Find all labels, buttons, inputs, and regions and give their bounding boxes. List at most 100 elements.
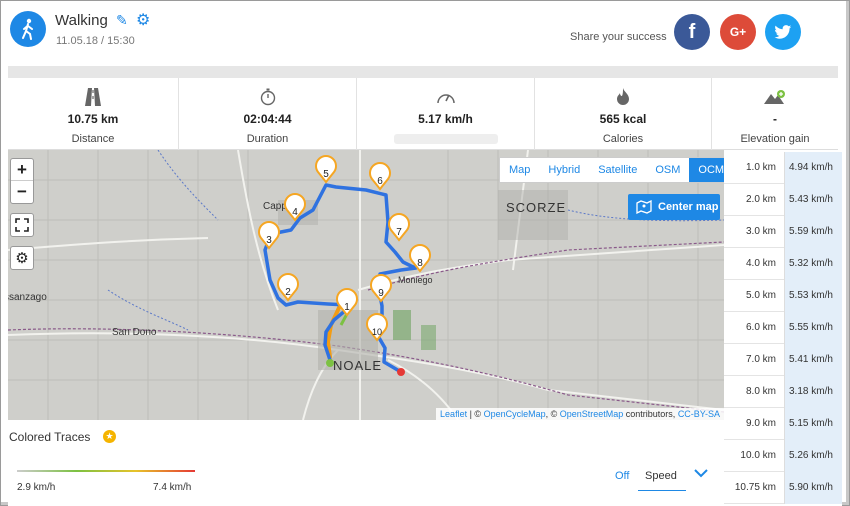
table-row: 8.0 km 3.18 km/h (724, 376, 842, 408)
layer-satellite[interactable]: Satellite (598, 164, 638, 176)
split-distance: 1.0 km (745, 162, 776, 173)
split-speed: 5.59 km/h (784, 216, 842, 248)
split-distance: 2.0 km (745, 194, 776, 205)
stat-elevation: - Elevation gain (712, 78, 838, 150)
split-speed: 5.43 km/h (784, 184, 842, 216)
split-speed: 4.94 km/h (784, 152, 842, 184)
table-row: 2.0 km 5.43 km/h (724, 184, 842, 216)
colored-traces-panel: Colored Traces ★ 2.9 km/h 7.4 km/h Off S… (8, 420, 724, 506)
split-speed: 5.32 km/h (784, 248, 842, 280)
stat-label: Duration (246, 133, 289, 145)
split-distance: 10.75 km (734, 482, 776, 493)
map-label-cappelletta: Cappella (263, 201, 303, 212)
map-settings-button[interactable]: ⚙ (10, 246, 34, 270)
split-distance: 3.0 km (745, 226, 776, 237)
layer-switcher: Map Hybrid Satellite OSM OCM (499, 157, 724, 183)
route-map[interactable]: Cappella SCORZE San Dono ssanzago NOALE … (8, 150, 724, 420)
zoom-control: + − (10, 158, 34, 204)
stopwatch-icon (179, 86, 356, 108)
layer-map[interactable]: Map (509, 164, 531, 176)
split-distance: 8.0 km (745, 386, 776, 397)
map-attribution: Leaflet | © OpenCycleMap, © OpenStreetMa… (436, 408, 724, 420)
header-separator (8, 66, 838, 78)
center-map-label: Center map (658, 201, 719, 213)
stat-value: 10.75 km (67, 112, 119, 126)
fullscreen-button[interactable] (10, 213, 34, 237)
stat-calories: 565 kcal Calories (535, 78, 712, 150)
center-map-button[interactable]: Center map (628, 194, 720, 220)
map-tiles: Cappella SCORZE San Dono ssanzago NOALE … (8, 150, 724, 420)
split-speed: 5.26 km/h (784, 440, 842, 472)
layer-ocm[interactable]: OCM (689, 158, 724, 182)
split-distance: 6.0 km (745, 322, 776, 333)
split-distance: 4.0 km (745, 258, 776, 269)
google-plus-icon: G+ (729, 25, 747, 39)
svg-text:NOALE: NOALE (333, 358, 382, 373)
attr-text: contributors, (623, 409, 678, 419)
stat-value: 565 kcal (599, 112, 647, 126)
table-row: 7.0 km 5.41 km/h (724, 344, 842, 376)
walking-icon (10, 11, 46, 47)
pencil-icon[interactable]: ✎ (116, 12, 128, 28)
road-icon (8, 86, 178, 108)
license-link[interactable]: CC-BY-SA (677, 409, 720, 419)
start-point (326, 359, 334, 367)
svg-text:Moniego: Moniego (398, 275, 433, 285)
star-icon: ★ (103, 430, 116, 443)
layer-hybrid[interactable]: Hybrid (548, 164, 581, 176)
chevron-down-icon[interactable] (694, 466, 708, 481)
twitter-icon (774, 24, 792, 39)
osm-link[interactable]: OpenStreetMap (559, 409, 624, 419)
gradient-max-label: 7.4 km/h (153, 482, 192, 493)
twitter-share-button[interactable] (765, 14, 801, 50)
zoom-in-button[interactable]: + (11, 159, 33, 181)
table-row: 6.0 km 5.55 km/h (724, 312, 842, 344)
table-row: 4.0 km 5.32 km/h (724, 248, 842, 280)
split-speed: 5.15 km/h (784, 408, 842, 440)
stat-value: 5.17 km/h (418, 112, 473, 126)
split-distance: 5.0 km (745, 290, 776, 301)
stat-label-blurred (393, 134, 498, 144)
split-distance: 7.0 km (745, 354, 776, 365)
activity-header: Walking ✎ ⚙ 11.05.18 / 15:30 Share your … (8, 8, 838, 68)
svg-text:ssanzago: ssanzago (8, 292, 47, 303)
gear-icon[interactable]: ⚙ (136, 12, 151, 29)
fullscreen-icon (15, 218, 29, 232)
traces-off-button[interactable]: Off (615, 470, 630, 482)
activity-date: 11.05.18 / 15:30 (56, 35, 135, 47)
facebook-icon: f (688, 20, 696, 43)
google-plus-share-button[interactable]: G+ (720, 14, 756, 50)
colored-traces-title: Colored Traces (9, 430, 91, 444)
split-distance: 10.0 km (740, 450, 776, 461)
split-speed: 5.90 km/h (784, 472, 842, 504)
stat-label: Elevation gain (740, 133, 810, 145)
svg-text:SCORZE: SCORZE (506, 200, 566, 215)
share-label: Share your success (570, 31, 667, 43)
attr-sep: , © (545, 409, 560, 419)
table-row: 5.0 km 5.53 km/h (724, 280, 842, 312)
split-speed: 5.53 km/h (784, 280, 842, 312)
layer-osm[interactable]: OSM (655, 164, 681, 176)
svg-text:San Dono: San Dono (112, 327, 157, 338)
activity-title: Walking (55, 12, 108, 29)
gear-icon: ⚙ (15, 250, 29, 267)
facebook-share-button[interactable]: f (674, 14, 710, 50)
stats-bar: 10.75 km Distance 02:04:44 Duration 5.17… (8, 78, 838, 150)
table-row: 10.75 km 5.90 km/h (724, 472, 842, 504)
trace-metric-select[interactable]: Speed (638, 464, 686, 491)
gradient-min-label: 2.9 km/h (17, 482, 56, 493)
table-row: 3.0 km 5.59 km/h (724, 216, 842, 248)
split-distance: 9.0 km (745, 418, 776, 429)
leaflet-link[interactable]: Leaflet (440, 409, 468, 419)
split-speed: 5.55 km/h (784, 312, 842, 344)
table-row: 10.0 km 5.26 km/h (724, 440, 842, 472)
ocm-link[interactable]: OpenCycleMap (483, 409, 546, 419)
flame-icon (535, 86, 711, 108)
split-speed: 5.41 km/h (784, 344, 842, 376)
zoom-out-button[interactable]: − (17, 182, 27, 201)
split-speed: 3.18 km/h (784, 376, 842, 408)
mountain-icon (712, 86, 838, 108)
stat-duration: 02:04:44 Duration (179, 78, 357, 150)
stat-label: Calories (602, 133, 644, 145)
attr-sep: | © (467, 409, 484, 419)
